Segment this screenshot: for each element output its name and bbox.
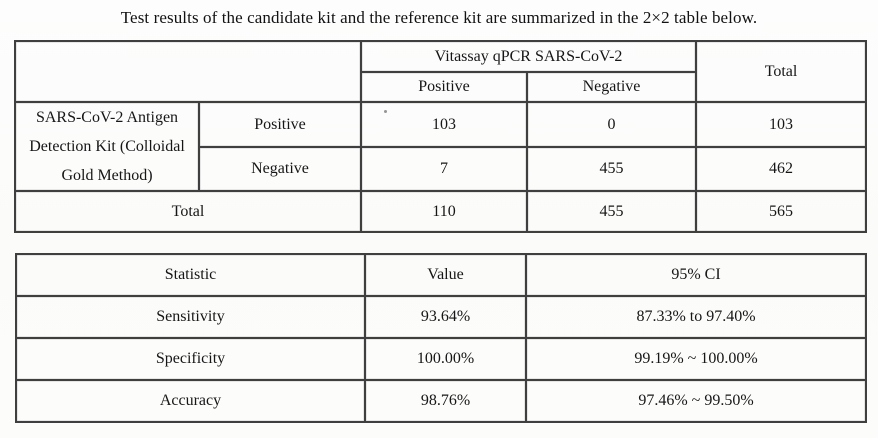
specificity-value: 100.00% [364, 337, 527, 381]
specificity-ci: 99.19% ~ 100.00% [525, 337, 867, 381]
cell-true-positive: 103 [360, 101, 528, 148]
cell-false-positive: 0 [525, 101, 698, 148]
table-row: Statistic Value 95% CI [15, 253, 867, 297]
cell-total-qpcr-negative: 455 [525, 190, 698, 233]
accuracy-label: Accuracy [15, 379, 366, 423]
accuracy-value: 98.76% [364, 379, 527, 423]
cell-positive-row-total: 103 [695, 101, 868, 148]
candidate-negative-label: Negative [198, 146, 362, 192]
sensitivity-ci: 87.33% to 97.40% [525, 295, 867, 339]
cell-false-negative: 7 [360, 146, 528, 192]
ci-column-header: 95% CI [525, 253, 867, 297]
qpcr-negative-header: Negative [525, 71, 698, 103]
sensitivity-label: Sensitivity [15, 295, 366, 339]
table-row: Positive Negative [15, 71, 866, 103]
cell-negative-row-total: 462 [695, 146, 868, 192]
total-row-label: Total [14, 190, 362, 233]
table-row: Specificity 100.00% 99.19% ~ 100.00% [15, 337, 867, 381]
value-column-header: Value [364, 253, 527, 297]
reference-kit-header: Vitassay qPCR SARS-CoV-2 [359, 40, 698, 73]
candidate-positive-label: Positive [198, 101, 362, 148]
table-row: Sensitivity 93.64% 87.33% to 97.40% [15, 295, 867, 339]
statistics-table: Statistic Value 95% CI Sensitivity 93.64… [15, 253, 867, 423]
contingency-table: Vitassay qPCR SARS-CoV-2 Total Positive … [14, 40, 868, 233]
table-row: Accuracy 98.76% 97.46% ~ 99.50% [15, 379, 867, 423]
document-title: Test results of the candidate kit and th… [120, 8, 758, 27]
table-row: Vitassay qPCR SARS-CoV-2 Total [14, 40, 868, 103]
corner-empty-cell [14, 40, 362, 103]
table-row: Negative 7 455 462 [15, 146, 868, 192]
table-row: SARS-CoV-2 Antigen Detection Kit (Colloi… [14, 101, 868, 192]
accuracy-ci: 97.46% ~ 99.50% [525, 379, 867, 423]
total-column-header: Total [695, 40, 868, 103]
cell-total-qpcr-positive: 110 [360, 190, 528, 233]
specificity-label: Specificity [15, 337, 366, 381]
statistic-column-header: Statistic [15, 253, 366, 297]
scan-artifact [384, 110, 387, 113]
table-row: Total 110 455 565 [14, 190, 868, 233]
qpcr-positive-header: Positive [360, 71, 528, 103]
cell-grand-total: 565 [695, 190, 868, 233]
sensitivity-value: 93.64% [364, 295, 527, 339]
cell-true-negative: 455 [525, 146, 698, 192]
candidate-kit-header: SARS-CoV-2 Antigen Detection Kit (Colloi… [14, 101, 200, 192]
